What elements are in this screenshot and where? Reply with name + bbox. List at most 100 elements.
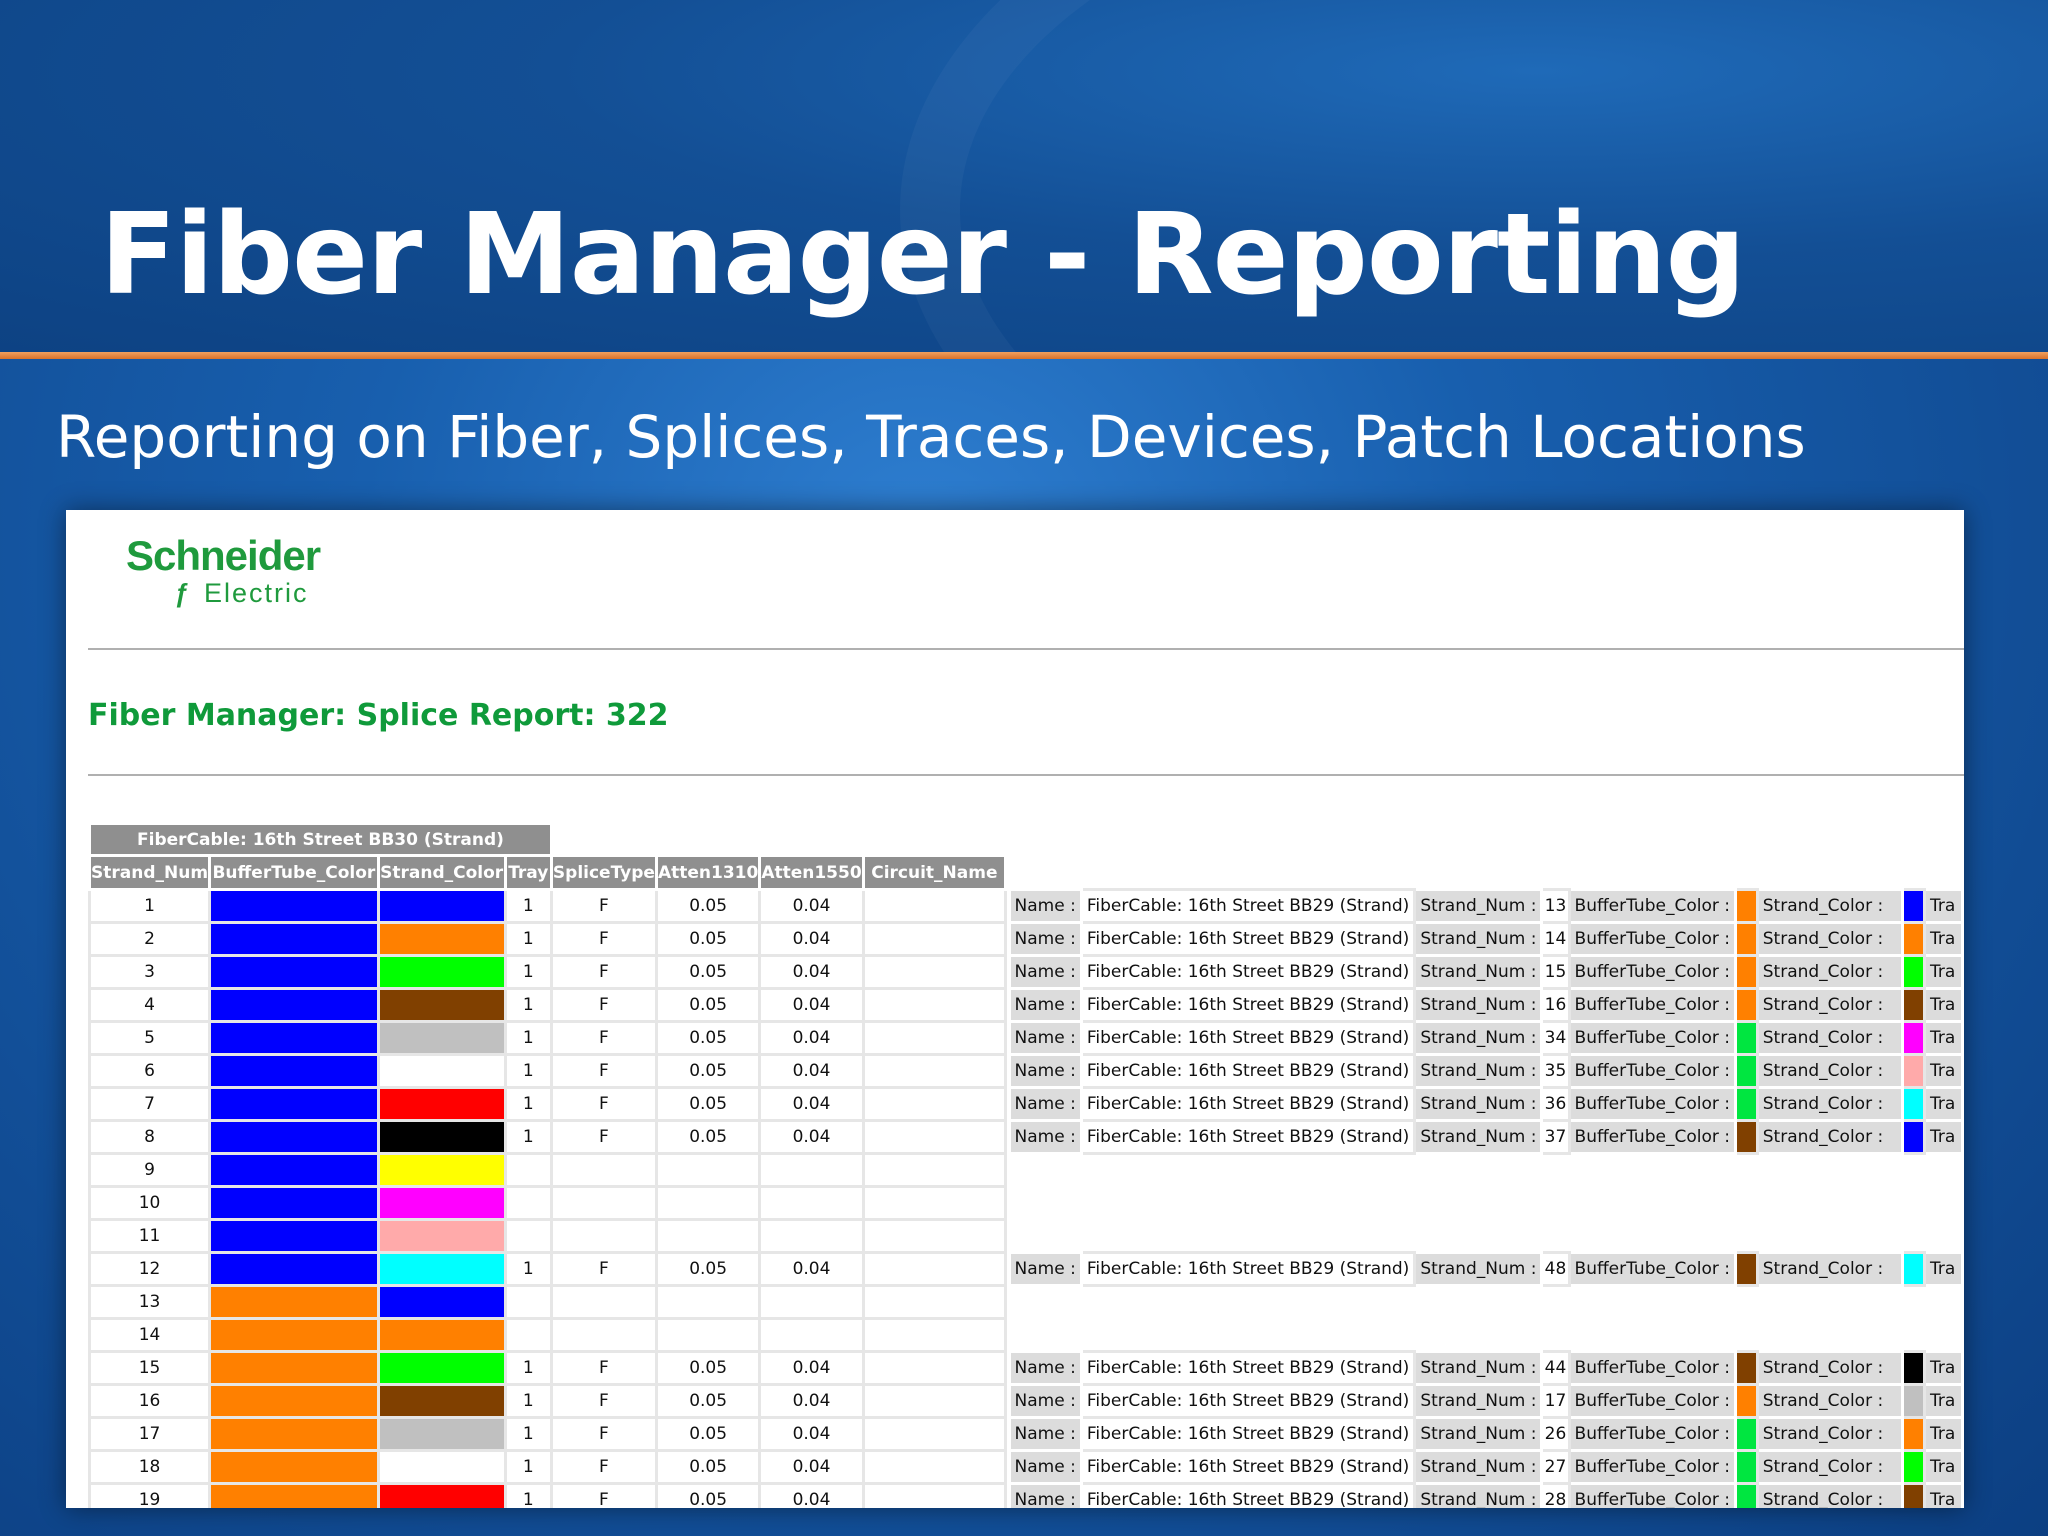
atten1310-cell: 0.05 bbox=[654, 1449, 762, 1485]
circuit-name-cell bbox=[861, 1284, 1008, 1320]
atten1310-cell: 0.05 bbox=[654, 1383, 762, 1419]
buffertube-color-swatch bbox=[208, 888, 380, 924]
no-splice-cell bbox=[1009, 1285, 1963, 1319]
group-header: FiberCable: 16th Street BB30 (Strand) bbox=[88, 822, 553, 857]
spliced-strand-color-label: Strand_Color : bbox=[1755, 1482, 1905, 1508]
spliced-name-label: Name : bbox=[1007, 1053, 1083, 1089]
report-title-rule bbox=[88, 774, 1964, 776]
strand-num-cell: 19 bbox=[87, 1482, 212, 1508]
table-row: 18 1 F 0.05 0.04 Name : FiberCable: 16th Stree… bbox=[87, 1449, 1964, 1485]
schneider-electric-logo: Schneider ƒ Electric bbox=[126, 534, 366, 614]
table-row: 11 bbox=[87, 1218, 1963, 1254]
circuit-name-cell bbox=[861, 1185, 1008, 1221]
spliced-strand-color-swatch bbox=[1901, 1416, 1926, 1452]
logo-wordmark-bottom: Electric bbox=[204, 578, 309, 608]
buffertube-color-swatch bbox=[208, 1218, 380, 1254]
spliced-tray-label: Tra bbox=[1922, 1449, 1964, 1485]
buffertube-color-swatch bbox=[208, 1053, 380, 1089]
spliced-name-label: Name : bbox=[1007, 1416, 1083, 1452]
spliced-name-label: Name : bbox=[1007, 1350, 1083, 1386]
splice-type-cell: F bbox=[549, 1416, 658, 1452]
circuit-name-cell bbox=[861, 1482, 1008, 1508]
spliced-strand-color-label: Strand_Color : bbox=[1755, 1086, 1905, 1122]
column-header-circuit-name: Circuit_Name bbox=[861, 854, 1008, 891]
spliced-strand-num: 14 bbox=[1540, 921, 1571, 957]
buffertube-color-swatch bbox=[208, 1449, 380, 1485]
spliced-strand-num-label: Strand_Num : bbox=[1413, 1350, 1544, 1386]
tray-cell: 1 bbox=[503, 1383, 553, 1419]
tray-cell: 1 bbox=[503, 954, 553, 990]
spliced-buffertube-color-label: BufferTube_Color : bbox=[1567, 954, 1737, 990]
atten1550-cell: 0.04 bbox=[758, 888, 865, 924]
spliced-strand-color-label: Strand_Color : bbox=[1755, 987, 1905, 1023]
table-row: 16 1 F 0.05 0.04 Name : FiberCable: 16th Stree… bbox=[87, 1383, 1964, 1419]
strand-color-swatch bbox=[376, 1053, 507, 1089]
spliced-tray-label: Tra bbox=[1922, 1251, 1964, 1287]
spliced-strand-num-label: Strand_Num : bbox=[1413, 1086, 1544, 1122]
spliced-tray-label: Tra bbox=[1922, 1350, 1964, 1386]
table-row: 12 1 F 0.05 0.04 Name : FiberCable: 16th Stree… bbox=[87, 1251, 1964, 1287]
buffertube-color-swatch bbox=[208, 954, 380, 990]
strand-color-swatch bbox=[376, 1152, 507, 1188]
atten1310-cell: 0.05 bbox=[654, 1251, 762, 1287]
tray-cell bbox=[503, 1218, 553, 1254]
table-row: 1 1 F 0.05 0.04 Name : FiberCable: 16th Street… bbox=[87, 888, 1964, 924]
splice-type-cell: F bbox=[549, 1350, 658, 1386]
atten1550-cell bbox=[758, 1284, 865, 1320]
spliced-buffertube-color-label: BufferTube_Color : bbox=[1567, 987, 1737, 1023]
column-header-buffertube-color: BufferTube_Color bbox=[208, 854, 380, 891]
spliced-strand-num-label: Strand_Num : bbox=[1413, 1416, 1544, 1452]
circuit-name-cell bbox=[861, 1449, 1008, 1485]
buffertube-color-swatch bbox=[208, 1086, 380, 1122]
strand-num-cell: 12 bbox=[87, 1251, 212, 1287]
tray-cell: 1 bbox=[503, 1020, 553, 1056]
spliced-strand-color-swatch bbox=[1901, 1350, 1926, 1386]
atten1310-cell: 0.05 bbox=[654, 921, 762, 957]
tray-cell bbox=[503, 1317, 553, 1353]
spliced-buffertube-color-swatch bbox=[1734, 954, 1759, 990]
spliced-buffertube-color-label: BufferTube_Color : bbox=[1567, 1119, 1737, 1155]
strand-color-swatch bbox=[376, 1251, 507, 1287]
strand-num-cell: 17 bbox=[87, 1416, 212, 1452]
buffertube-color-swatch bbox=[208, 1119, 380, 1155]
strand-num-cell: 11 bbox=[87, 1218, 212, 1254]
spliced-strand-num: 37 bbox=[1540, 1119, 1571, 1155]
atten1550-cell bbox=[758, 1317, 865, 1353]
spliced-cable-name: FiberCable: 16th Street BB29 (Strand) bbox=[1079, 1383, 1417, 1419]
spliced-cable-name: FiberCable: 16th Street BB29 (Strand) bbox=[1079, 1416, 1417, 1452]
table-row: 13 bbox=[87, 1284, 1963, 1320]
strand-color-swatch bbox=[376, 1449, 507, 1485]
spliced-strand-color-label: Strand_Color : bbox=[1755, 1020, 1905, 1056]
table-row: 5 1 F 0.05 0.04 Name : FiberCable: 16th Street… bbox=[87, 1020, 1964, 1056]
atten1550-cell: 0.04 bbox=[758, 1251, 865, 1287]
atten1550-cell bbox=[758, 1218, 865, 1254]
spliced-cable-name: FiberCable: 16th Street BB29 (Strand) bbox=[1079, 888, 1417, 924]
table-row: 9 bbox=[87, 1152, 1963, 1188]
circuit-name-cell bbox=[861, 1152, 1008, 1188]
table-row: 10 bbox=[87, 1185, 1963, 1221]
buffertube-color-swatch bbox=[208, 987, 380, 1023]
splice-type-cell: F bbox=[549, 1449, 658, 1485]
buffertube-color-swatch bbox=[208, 1152, 380, 1188]
atten1310-cell: 0.05 bbox=[654, 1350, 762, 1386]
strand-color-swatch bbox=[376, 1218, 507, 1254]
atten1310-cell bbox=[654, 1218, 762, 1254]
spliced-strand-num-label: Strand_Num : bbox=[1413, 1383, 1544, 1419]
circuit-name-cell bbox=[861, 1086, 1008, 1122]
spliced-tray-label: Tra bbox=[1922, 921, 1964, 957]
logo-wordmark-top: Schneider bbox=[126, 532, 321, 579]
tray-cell bbox=[503, 1152, 553, 1188]
no-splice-cell bbox=[1009, 1153, 1963, 1187]
atten1550-cell: 0.04 bbox=[758, 954, 865, 990]
spliced-cable-name: FiberCable: 16th Street BB29 (Strand) bbox=[1079, 921, 1417, 957]
spliced-cable-name: FiberCable: 16th Street BB29 (Strand) bbox=[1079, 1086, 1417, 1122]
splice-report-document: Schneider ƒ Electric Fiber Manager: Spli… bbox=[66, 510, 1964, 1508]
strand-num-cell: 8 bbox=[87, 1119, 212, 1155]
buffertube-color-swatch bbox=[208, 1383, 380, 1419]
spliced-buffertube-color-label: BufferTube_Color : bbox=[1567, 1416, 1737, 1452]
spliced-cable-name: FiberCable: 16th Street BB29 (Strand) bbox=[1079, 1482, 1417, 1508]
no-splice-cell bbox=[1009, 1318, 1963, 1352]
column-header-strand-color: Strand_Color bbox=[376, 854, 507, 891]
column-header-tray: Tray bbox=[503, 854, 553, 891]
spliced-strand-color-label: Strand_Color : bbox=[1755, 1449, 1905, 1485]
